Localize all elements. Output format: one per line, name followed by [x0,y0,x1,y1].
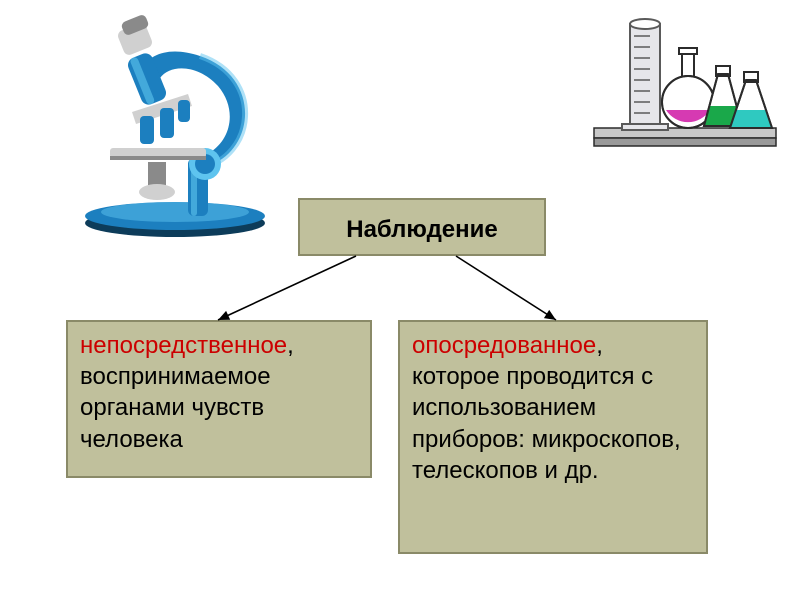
right-highlight: опосредованное [412,332,596,359]
labware-icon [590,10,780,150]
microscope-icon [70,8,280,238]
right-branch-box: опосредованное, которое проводится с исп… [398,320,708,554]
title-text: Наблюдение [346,216,498,243]
left-branch-box: непосредственное, воспринимаемое органам… [66,320,372,478]
left-highlight: непосредственное [80,332,287,359]
title-box: Наблюдение [298,198,546,256]
